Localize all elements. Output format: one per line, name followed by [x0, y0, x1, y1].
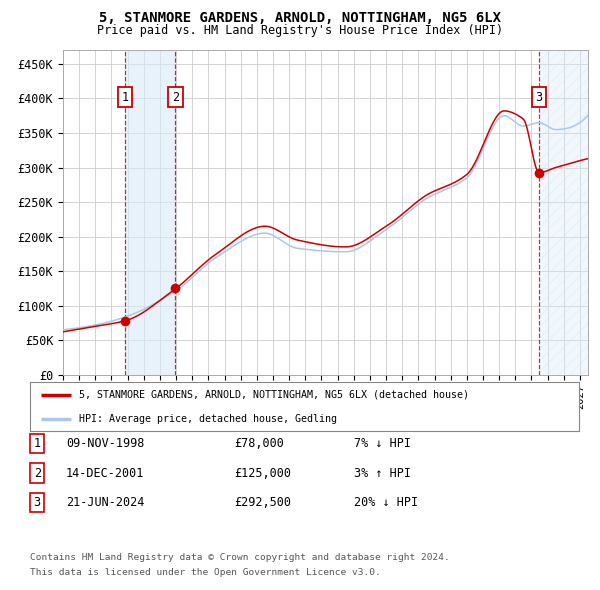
- Text: 14-DEC-2001: 14-DEC-2001: [66, 467, 145, 480]
- Text: 2: 2: [34, 467, 41, 480]
- Text: Price paid vs. HM Land Registry's House Price Index (HPI): Price paid vs. HM Land Registry's House …: [97, 24, 503, 37]
- Text: 1: 1: [34, 437, 41, 450]
- Text: This data is licensed under the Open Government Licence v3.0.: This data is licensed under the Open Gov…: [30, 568, 381, 576]
- Text: £125,000: £125,000: [234, 467, 291, 480]
- Text: 20% ↓ HPI: 20% ↓ HPI: [354, 496, 418, 509]
- Bar: [539, 50, 588, 375]
- Text: £78,000: £78,000: [234, 437, 284, 450]
- Text: 3: 3: [535, 91, 542, 104]
- Text: 2: 2: [172, 91, 179, 104]
- Text: 5, STANMORE GARDENS, ARNOLD, NOTTINGHAM, NG5 6LX: 5, STANMORE GARDENS, ARNOLD, NOTTINGHAM,…: [99, 11, 501, 25]
- Text: 7% ↓ HPI: 7% ↓ HPI: [354, 437, 411, 450]
- Text: 1: 1: [122, 91, 129, 104]
- Text: HPI: Average price, detached house, Gedling: HPI: Average price, detached house, Gedl…: [79, 414, 337, 424]
- Bar: [125, 50, 175, 375]
- Text: 21-JUN-2024: 21-JUN-2024: [66, 496, 145, 509]
- Text: Contains HM Land Registry data © Crown copyright and database right 2024.: Contains HM Land Registry data © Crown c…: [30, 553, 450, 562]
- Text: 09-NOV-1998: 09-NOV-1998: [66, 437, 145, 450]
- Text: 3: 3: [34, 496, 41, 509]
- Text: £292,500: £292,500: [234, 496, 291, 509]
- Text: 5, STANMORE GARDENS, ARNOLD, NOTTINGHAM, NG5 6LX (detached house): 5, STANMORE GARDENS, ARNOLD, NOTTINGHAM,…: [79, 390, 469, 400]
- Text: 3% ↑ HPI: 3% ↑ HPI: [354, 467, 411, 480]
